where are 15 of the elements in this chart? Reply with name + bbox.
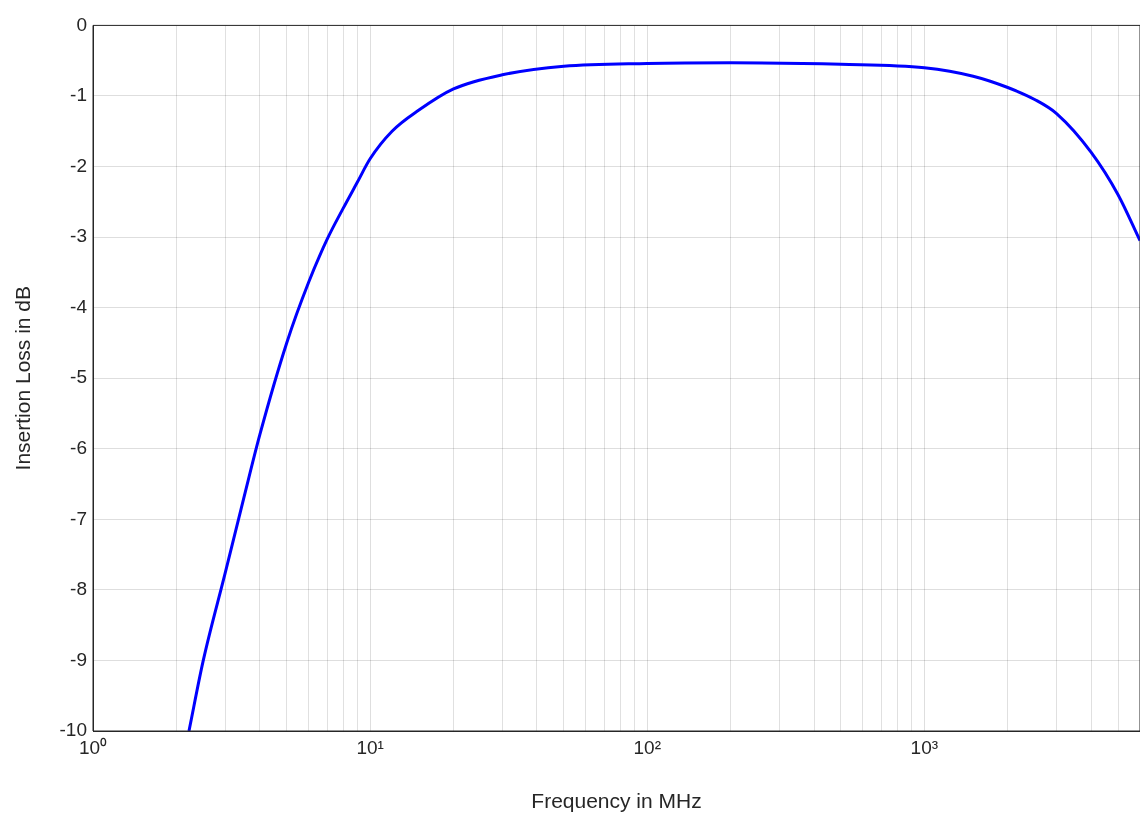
y-tick-label: -1 <box>70 84 87 106</box>
x-tick-label: 10² <box>633 736 661 758</box>
x-tick-label: 10³ <box>910 736 939 758</box>
x-tick-label: 10¹ <box>356 736 384 758</box>
y-axis-title: Insertion Loss in dB <box>11 285 35 471</box>
y-tick-label: -3 <box>70 225 87 247</box>
y-tick-label: -7 <box>70 507 87 529</box>
x-axis-title: Frequency in MHz <box>531 789 702 813</box>
y-tick-label: -8 <box>70 578 87 600</box>
y-tick-label: -9 <box>70 648 87 670</box>
y-tick-label: -5 <box>70 366 87 388</box>
y-tick-label: 0 <box>76 13 87 35</box>
y-tick-label: -4 <box>70 295 88 317</box>
y-tick-label: -6 <box>70 436 87 458</box>
y-tick-label: -2 <box>70 154 87 176</box>
